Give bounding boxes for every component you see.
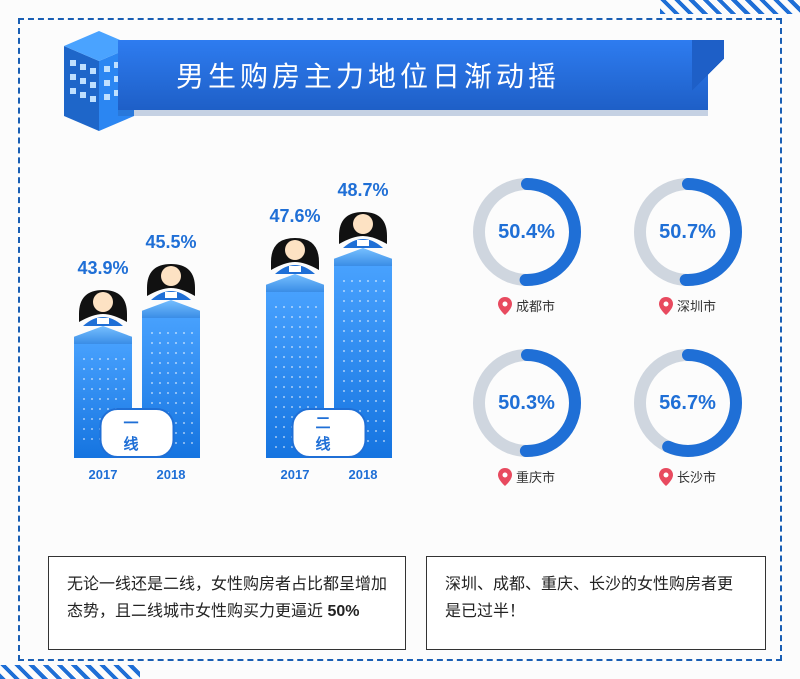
city-name: 长沙市 <box>677 467 716 486</box>
bar-value: 45.5% <box>145 232 196 253</box>
city-name: 成都市 <box>516 296 555 315</box>
donut-ring: 56.7% <box>628 343 748 463</box>
bar-group: 43.9% 201745.5% 2018一线 <box>62 198 212 458</box>
city-label: 重庆市 <box>498 467 555 486</box>
donut-ring: 50.7% <box>628 172 748 292</box>
city-name: 重庆市 <box>516 467 555 486</box>
donut-ring: 50.4% <box>467 172 587 292</box>
bar-year: 2018 <box>349 467 378 482</box>
bar-value: 47.6% <box>269 206 320 227</box>
bar-chart: 43.9% 201745.5% 2018一线47.6% 201748.7% 20… <box>48 165 428 510</box>
ring-value: 56.7% <box>628 343 748 463</box>
bar-year: 2017 <box>281 467 310 482</box>
title-text: 男生购房主力地位日渐动摇 <box>176 55 560 95</box>
pin-icon <box>498 297 512 315</box>
title-banner: 男生购房主力地位日渐动摇 <box>118 40 708 110</box>
bar-year: 2018 <box>157 467 186 482</box>
bar-group: 47.6% 201748.7% 2018二线 <box>254 198 404 458</box>
pin-icon <box>659 468 673 486</box>
ring-cell: 56.7% 长沙市 <box>613 343 762 498</box>
deco-stripes-bl <box>0 665 140 679</box>
city-label: 长沙市 <box>659 467 716 486</box>
note-right-text: 深圳、成都、重庆、长沙的女性购房者更是已过半！ <box>445 576 733 620</box>
city-name: 深圳市 <box>677 296 716 315</box>
city-label: 成都市 <box>498 296 555 315</box>
deco-stripes-tr <box>660 0 800 14</box>
woman-head-icon <box>267 232 323 274</box>
city-label: 深圳市 <box>659 296 716 315</box>
ring-cell: 50.3% 重庆市 <box>452 343 601 498</box>
ring-value: 50.7% <box>628 172 748 292</box>
note-left: 无论一线还是二线，女性购房者占比都呈增加态势，且二线城市女性购买力更逼近 50% <box>48 556 406 650</box>
bar-value: 43.9% <box>77 258 128 279</box>
note-left-strong: 50% <box>327 603 359 620</box>
woman-head-icon <box>143 258 199 300</box>
ring-cell: 50.4% 成都市 <box>452 172 601 327</box>
donut-ring: 50.3% <box>467 343 587 463</box>
woman-head-icon <box>335 206 391 248</box>
pin-icon <box>498 468 512 486</box>
ring-value: 50.3% <box>467 343 587 463</box>
ring-cell: 50.7% 深圳市 <box>613 172 762 327</box>
bar-year: 2017 <box>89 467 118 482</box>
rings-grid: 50.4% 成都市 50.7% 深圳市 <box>452 172 762 498</box>
group-tag: 二线 <box>292 408 367 458</box>
ring-value: 50.4% <box>467 172 587 292</box>
note-right: 深圳、成都、重庆、长沙的女性购房者更是已过半！ <box>426 556 766 650</box>
pin-icon <box>659 297 673 315</box>
woman-head-icon <box>75 284 131 326</box>
bar-value: 48.7% <box>337 180 388 201</box>
group-tag: 一线 <box>100 408 175 458</box>
